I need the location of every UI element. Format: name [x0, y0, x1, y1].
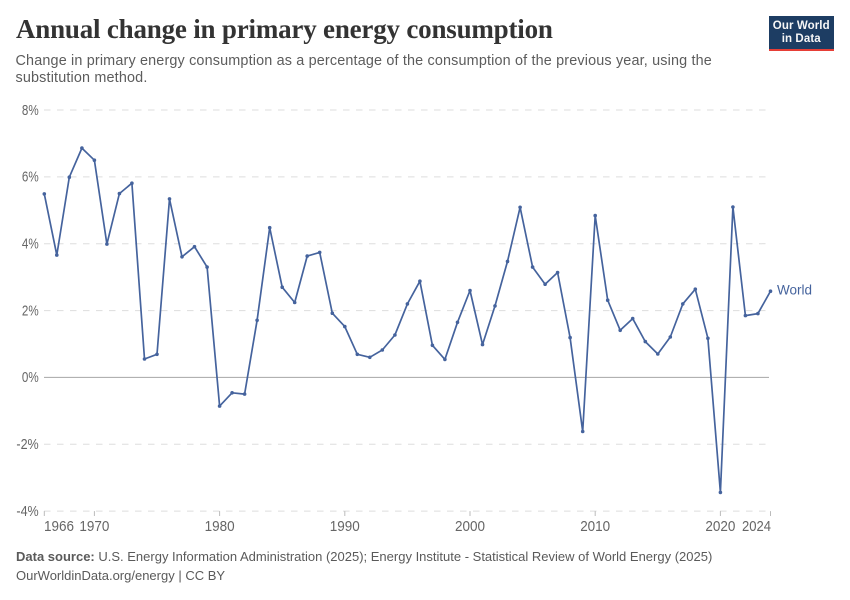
svg-text:2%: 2%: [22, 302, 39, 319]
svg-text:4%: 4%: [22, 236, 39, 253]
svg-text:2024: 2024: [742, 518, 771, 535]
svg-text:2020: 2020: [705, 518, 735, 535]
svg-text:1970: 1970: [79, 518, 109, 535]
svg-text:1966: 1966: [44, 518, 74, 535]
svg-text:-2%: -2%: [16, 436, 38, 453]
svg-text:8%: 8%: [22, 102, 39, 119]
svg-text:0%: 0%: [22, 369, 39, 386]
svg-text:1990: 1990: [330, 518, 360, 535]
svg-text:2010: 2010: [580, 518, 610, 535]
svg-text:6%: 6%: [22, 169, 39, 186]
svg-text:-4%: -4%: [16, 503, 38, 520]
svg-text:World: World: [777, 283, 812, 298]
svg-text:1980: 1980: [205, 518, 235, 535]
svg-text:2000: 2000: [455, 518, 485, 535]
